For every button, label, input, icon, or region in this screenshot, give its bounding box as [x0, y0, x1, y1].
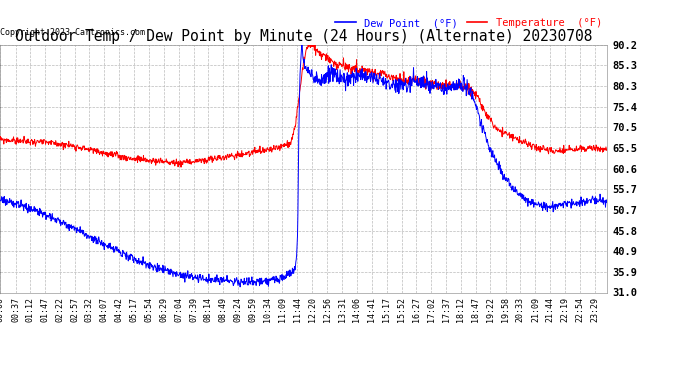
Title: Outdoor Temp / Dew Point by Minute (24 Hours) (Alternate) 20230708: Outdoor Temp / Dew Point by Minute (24 H… — [15, 29, 592, 44]
Text: Copyright 2023 Cartronics.com: Copyright 2023 Cartronics.com — [0, 28, 145, 37]
Legend: Dew Point  (°F), Temperature  (°F): Dew Point (°F), Temperature (°F) — [335, 18, 602, 28]
